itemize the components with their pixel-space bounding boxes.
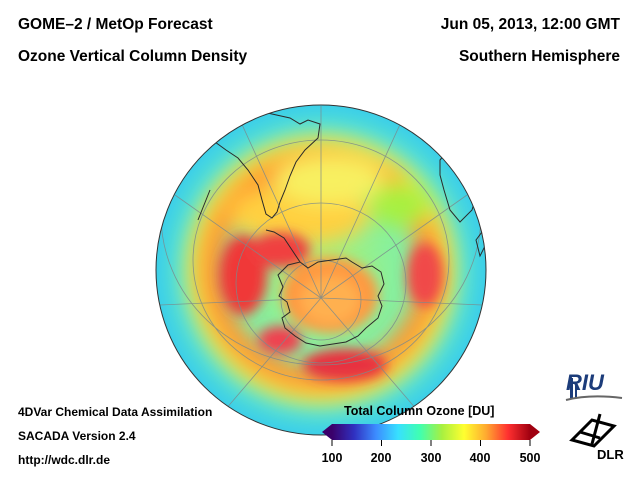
url-link[interactable]: http://wdc.dlr.de (18, 453, 110, 467)
antarctic-peninsula (265, 229, 301, 263)
tick-label-400: 400 (469, 451, 491, 465)
title-line-2: Ozone Vertical Column Density (18, 48, 248, 65)
ozone-max-south (303, 349, 387, 381)
tick-label-200: 200 (370, 451, 392, 465)
tick-label-300: 300 (420, 451, 442, 465)
ozone-max-east (407, 243, 443, 307)
antarctica-coastline (277, 257, 385, 347)
hemisphere-label: Southern Hemisphere (458, 48, 620, 65)
ozone-green-gap (370, 183, 430, 227)
globe-outline (155, 104, 487, 436)
colorbar-gradient (332, 424, 530, 440)
title-line-1: GOME–2 / MetOp Forecast (18, 16, 213, 33)
riu-logo-text: RIU (566, 370, 604, 395)
ozone-north-yellow (275, 155, 385, 205)
colorbar-ticks (331, 440, 531, 446)
tick-label-500: 500 (519, 451, 541, 465)
tick-label-100: 100 (321, 451, 343, 465)
method-label: 4DVar Chemical Data Assimilation (18, 405, 213, 419)
dlr-logo-text: DLR (597, 447, 624, 462)
south-america-coastline (212, 109, 321, 219)
version-label: SACADA Version 2.4 (18, 429, 136, 443)
ozone-antarctic-core (300, 276, 360, 324)
forecast-date: Jun 05, 2013, 12:00 GMT (440, 16, 620, 33)
colorbar-title: Total Column Ozone [DU] (344, 404, 495, 418)
africa-coastline (197, 189, 211, 221)
colorbar-max-arrow (530, 424, 540, 440)
new-zealand-coastline (475, 230, 486, 258)
colorbar-min-arrow (322, 424, 332, 440)
